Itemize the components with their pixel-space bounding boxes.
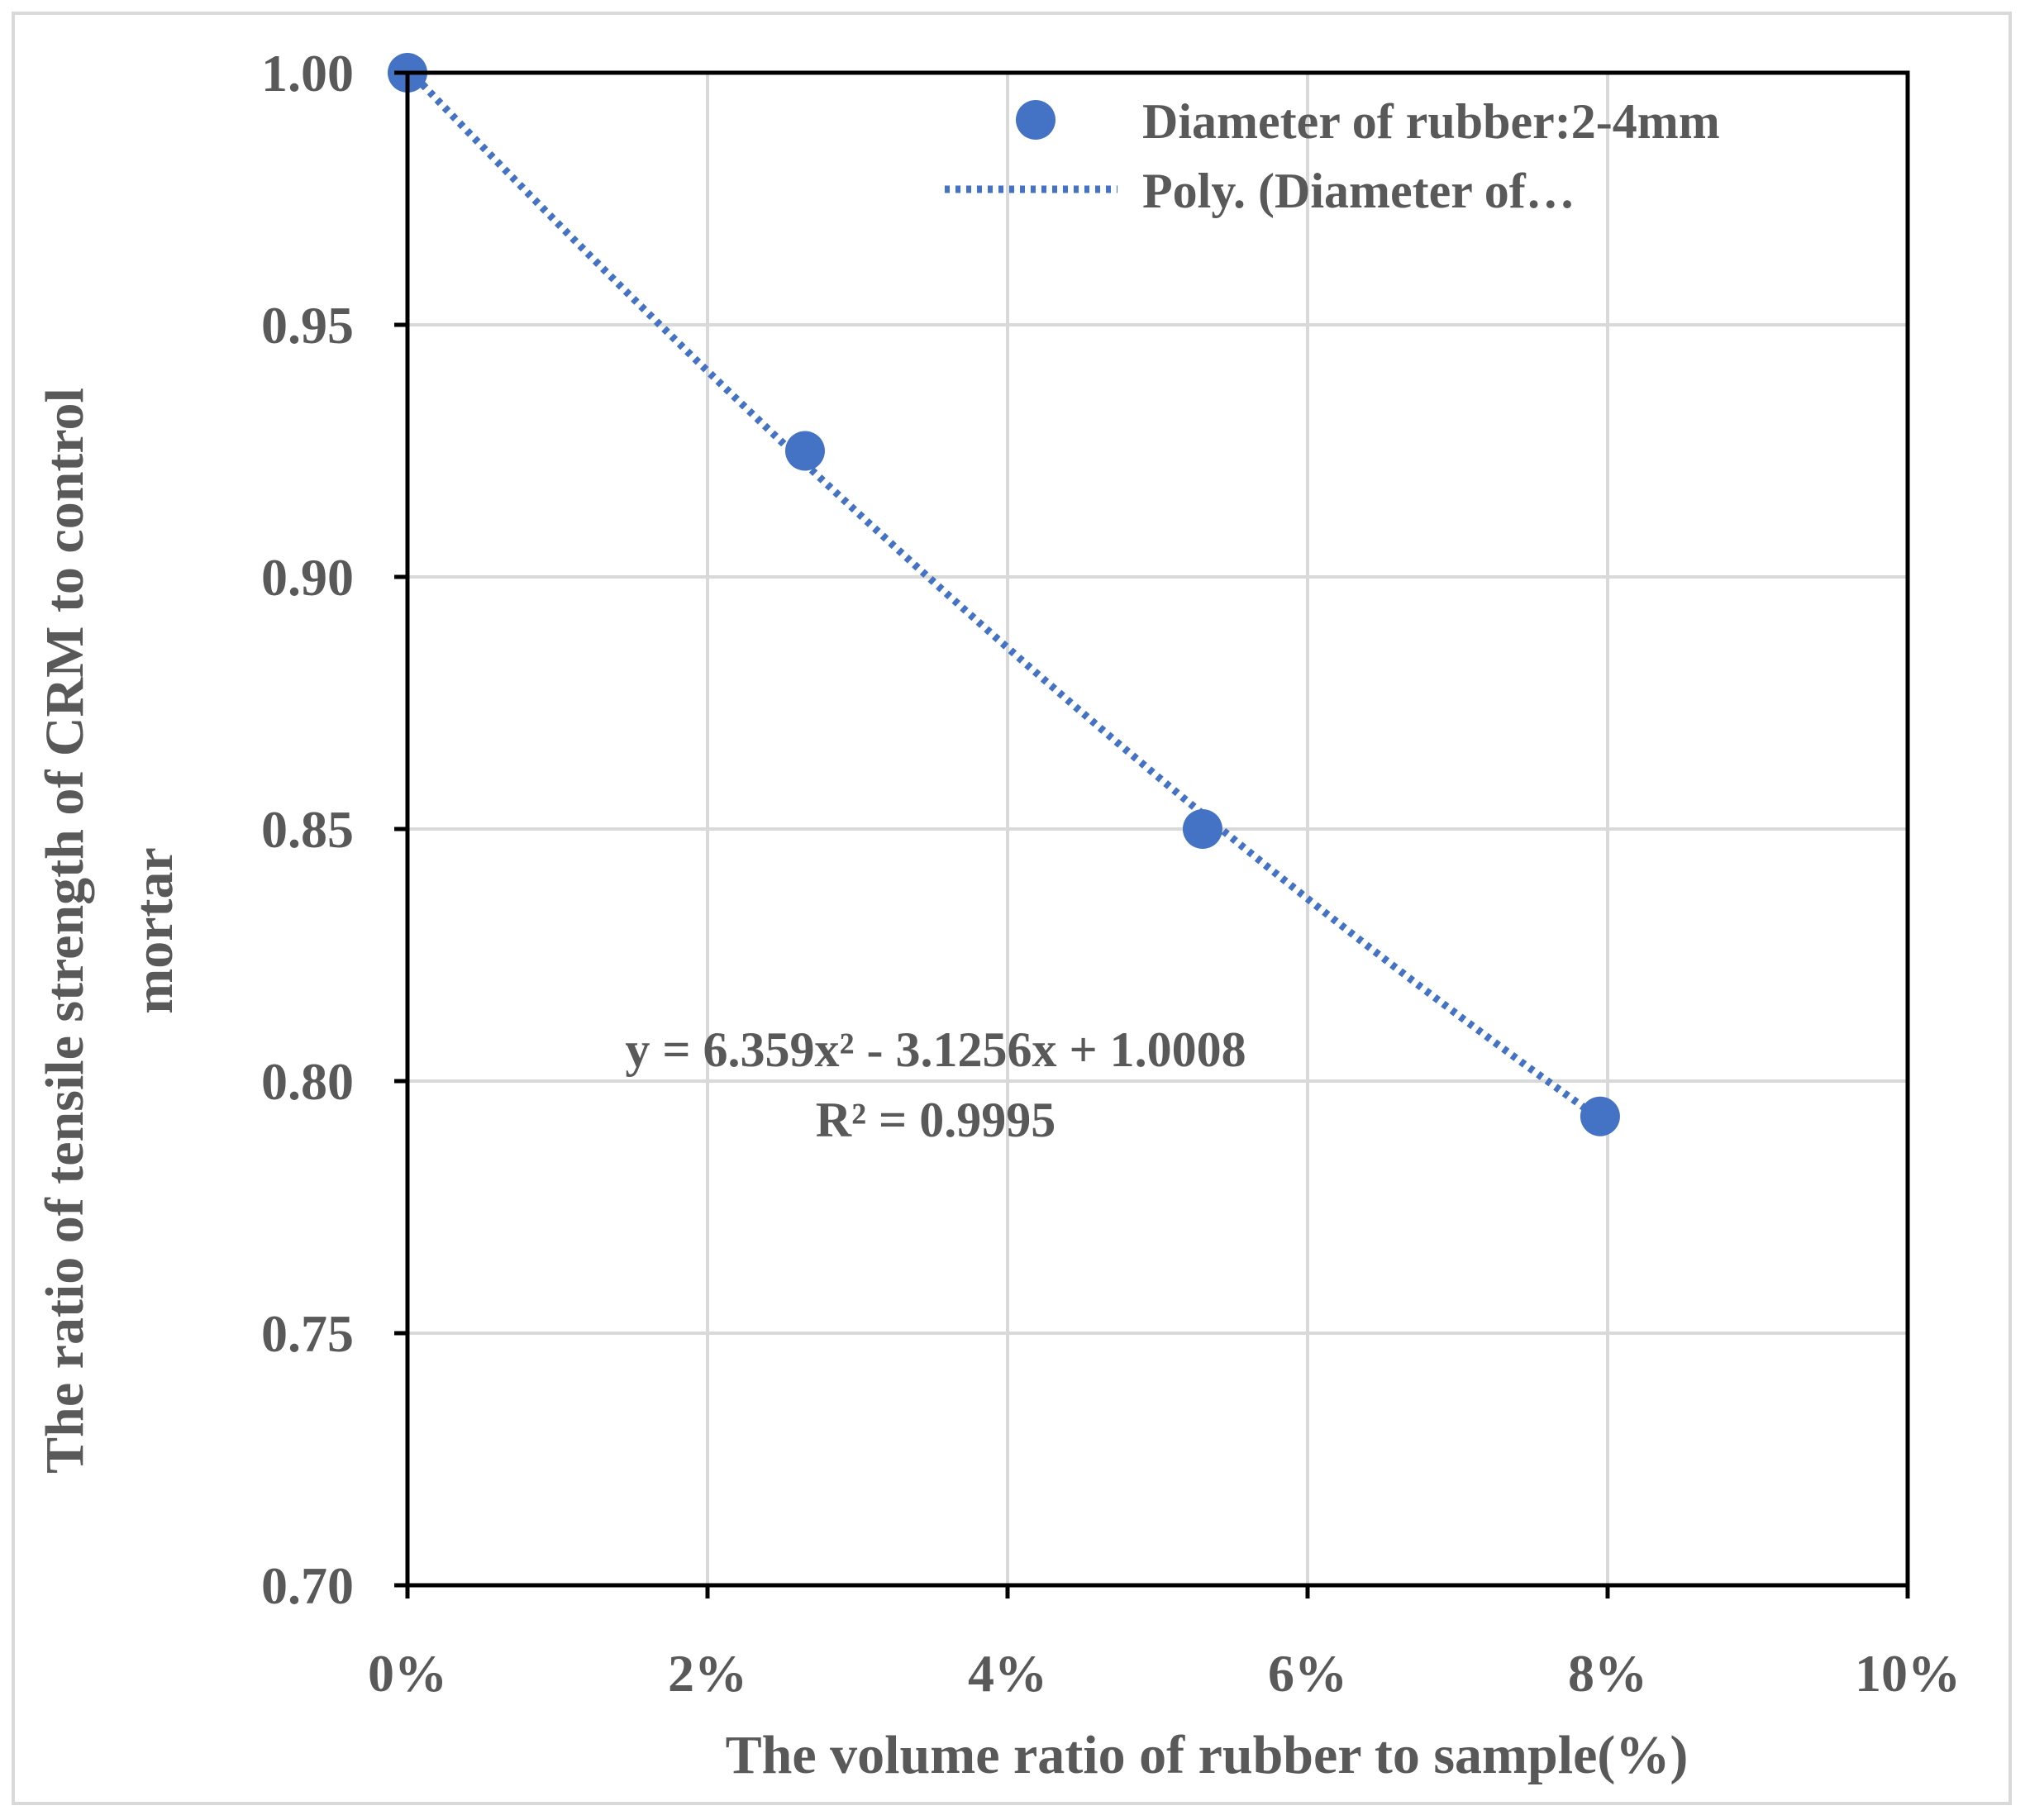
y-tick-label: 1.00 bbox=[261, 44, 354, 102]
x-tick-label: 6% bbox=[1268, 1644, 1347, 1703]
x-axis-title: The volume ratio of rubber to sample(%) bbox=[726, 1725, 1689, 1785]
y-axis-title: The ratio of tensile strength of CRM to … bbox=[35, 388, 184, 1474]
y-tick-label: 0.85 bbox=[261, 800, 354, 859]
trendline-group bbox=[404, 65, 1603, 1122]
y-tick-label: 0.90 bbox=[261, 548, 354, 607]
x-tick-labels: 0% 2% 4% 6% 8% 10% bbox=[368, 1644, 1961, 1703]
data-points bbox=[388, 53, 1620, 1136]
y-tick-label: 0.80 bbox=[261, 1052, 354, 1111]
y-tick-label: 0.75 bbox=[261, 1304, 354, 1363]
trendline-r-squared: R² = 0.9995 bbox=[816, 1093, 1056, 1147]
trendline-curve bbox=[404, 65, 1603, 1122]
y-tick-label: 0.95 bbox=[261, 296, 354, 355]
x-tick-label: 10% bbox=[1855, 1644, 1961, 1703]
chart-frame bbox=[12, 12, 2012, 1805]
legend-marker-series bbox=[1016, 100, 1056, 140]
legend: Diameter of rubber:2-4mm Poly. (Diameter… bbox=[945, 94, 1720, 218]
y-axis-title-line-2: mortar bbox=[124, 847, 184, 1014]
x-tick-label: 2% bbox=[668, 1644, 747, 1703]
x-tick-label: 8% bbox=[1568, 1644, 1647, 1703]
x-tick-label: 0% bbox=[368, 1644, 447, 1703]
data-point bbox=[1580, 1096, 1620, 1136]
legend-label-series: Diameter of rubber:2-4mm bbox=[1142, 94, 1720, 149]
y-tick-label: 0.70 bbox=[261, 1556, 354, 1615]
y-axis-title-line-1: The ratio of tensile strength of CRM to … bbox=[35, 388, 95, 1474]
x-tick-label: 4% bbox=[968, 1644, 1047, 1703]
data-point bbox=[784, 431, 825, 471]
axis-ticks bbox=[394, 70, 1910, 1598]
legend-label-trendline: Poly. (Diameter of… bbox=[1142, 164, 1575, 218]
data-point bbox=[1182, 809, 1222, 849]
y-tick-labels: 0.70 0.75 0.80 0.85 0.90 0.95 1.00 bbox=[261, 44, 354, 1615]
trendline-equation: y = 6.359x² - 3.1256x + 1.0008 bbox=[625, 1022, 1246, 1077]
